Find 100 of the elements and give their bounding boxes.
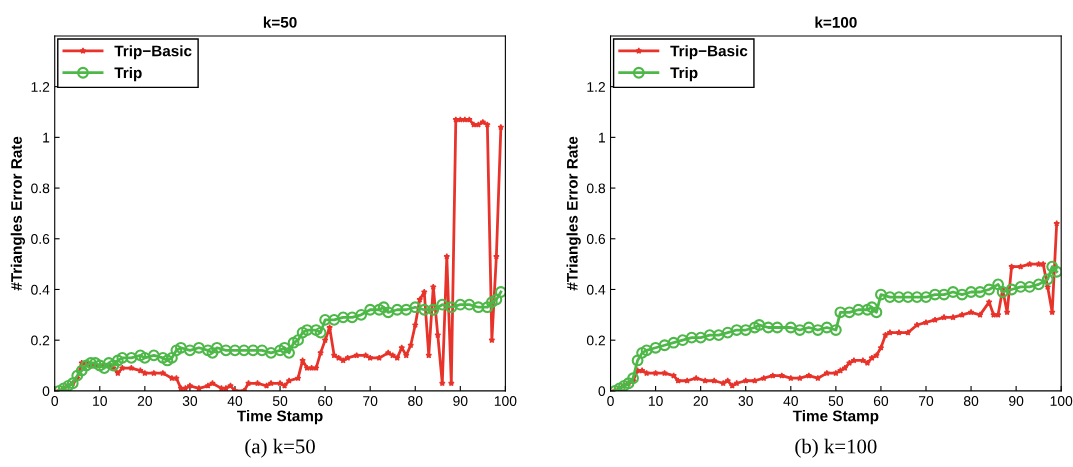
point (920, 291, 932, 303)
point (1032, 278, 1045, 291)
x-tick-label: 90 (453, 396, 468, 406)
x-tick-label: 20 (693, 396, 708, 406)
x-tick-label: 70 (363, 396, 378, 406)
point (694, 331, 707, 344)
x-tick-label: 20 (137, 396, 153, 406)
point (636, 346, 648, 359)
point (640, 344, 653, 357)
x-tick-label: 80 (963, 396, 979, 406)
x-tick-label: 40 (783, 396, 798, 406)
y-tick-label: 0.2 (31, 335, 50, 346)
point (739, 324, 752, 336)
x-tick-label: 0 (607, 396, 614, 406)
point (820, 321, 833, 334)
y-tick-label: 0.8 (31, 183, 50, 194)
y-tick-label: 1.2 (31, 82, 50, 92)
x-tick-label: 10 (93, 396, 107, 406)
x-tick-label: 30 (738, 396, 753, 406)
point (793, 324, 806, 336)
x-tick-label: 80 (408, 396, 423, 406)
y-tick-label: 0.4 (31, 284, 50, 295)
x-tick-label: 30 (182, 396, 198, 406)
x-tick-label: 70 (918, 396, 934, 406)
y-tick-label: 0.4 (586, 284, 606, 295)
x-tick-label: 90 (1009, 396, 1024, 406)
point (649, 341, 662, 354)
point (1023, 281, 1036, 293)
point (884, 291, 896, 303)
point (730, 324, 743, 336)
point (1005, 283, 1018, 296)
point (721, 326, 734, 339)
point (911, 291, 923, 303)
point (1046, 260, 1059, 273)
x-axis-title: Time Stamp (237, 410, 323, 425)
point (771, 321, 784, 334)
point (843, 306, 856, 319)
point (965, 286, 977, 298)
point (834, 306, 847, 319)
point (938, 288, 950, 301)
point (712, 329, 725, 342)
point (974, 286, 986, 298)
point (866, 301, 878, 314)
x-axis-title: Time Stamp (792, 410, 879, 425)
point (947, 286, 959, 298)
x-tick-label: 50 (828, 396, 844, 406)
point (784, 321, 797, 334)
point (902, 291, 914, 303)
y-axis-title: #Triangles Error Rate (10, 136, 25, 291)
y-tick-label: 0 (598, 386, 606, 397)
x-tick-label: 10 (648, 396, 663, 406)
point (802, 321, 815, 334)
point (1041, 273, 1054, 286)
point (983, 283, 995, 296)
y-tick-label: 0.8 (586, 183, 606, 194)
x-tick-label: 60 (873, 396, 889, 406)
point (631, 354, 644, 367)
point (875, 288, 887, 301)
y-tick-label: 0.6 (31, 234, 50, 244)
point (685, 331, 698, 344)
point (753, 319, 766, 331)
text: (a) k=50 (245, 438, 315, 458)
point (811, 324, 824, 336)
x-tick-label: 100 (1050, 396, 1073, 406)
point (992, 278, 1005, 291)
point (1050, 265, 1062, 278)
point (703, 329, 716, 342)
x-tick-label: 60 (318, 396, 333, 406)
y-tick-label: 1 (599, 132, 605, 143)
chart-title: k=50 (263, 16, 297, 28)
x-tick-label: 50 (272, 396, 288, 406)
point (852, 303, 865, 316)
point (762, 321, 775, 334)
y-tick-label: 0 (42, 386, 50, 397)
point (956, 288, 968, 301)
point (1014, 281, 1027, 293)
text: (b) k=100 (795, 438, 877, 458)
x-tick-label: 40 (227, 396, 243, 406)
x-tick-label: 0 (51, 396, 59, 406)
point (829, 324, 842, 336)
point (667, 336, 680, 349)
point (870, 306, 883, 319)
legend-label: Trip−Basic (114, 45, 192, 60)
chart-title: k=100 (815, 16, 857, 28)
y-axis-title: #Triangles Error Rate (566, 136, 581, 291)
x-tick-label: 100 (494, 396, 517, 406)
y-tick-label: 1.2 (587, 82, 605, 92)
point (748, 321, 761, 334)
point (996, 286, 1009, 298)
y-tick-label: 0.6 (586, 234, 606, 244)
legend-label: Trip (114, 67, 142, 82)
y-tick-label: 1 (43, 132, 50, 143)
point (676, 334, 689, 347)
y-tick-label: 0.2 (586, 335, 605, 346)
point (658, 339, 671, 352)
legend-label: Trip−Basic (670, 45, 748, 60)
point (929, 288, 941, 301)
legend-label: Trip (670, 67, 698, 82)
point (861, 303, 874, 316)
point (627, 372, 639, 385)
